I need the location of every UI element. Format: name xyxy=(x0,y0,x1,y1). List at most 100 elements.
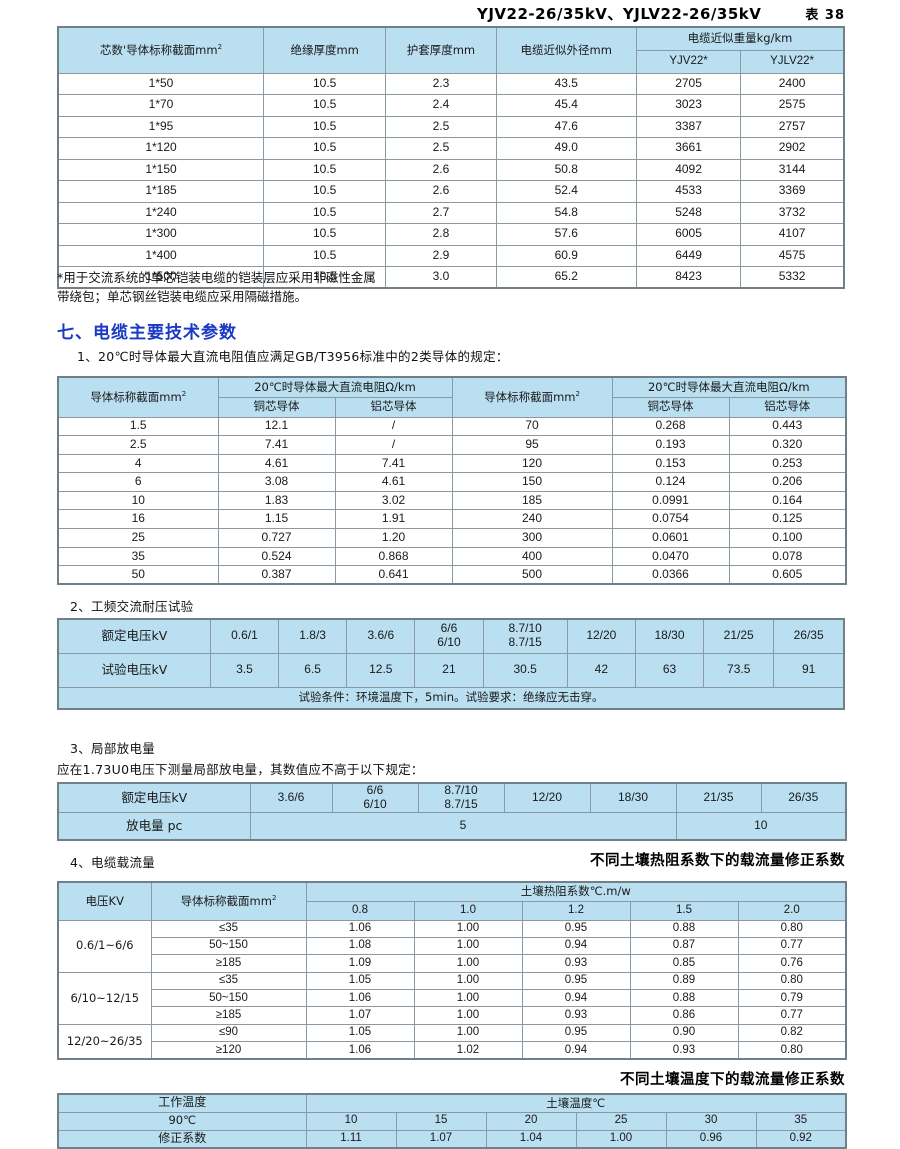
soil-spec-0-0: ≤35 xyxy=(150,919,307,938)
col-header-voltage: 电压KV xyxy=(57,881,152,921)
cable-cell-2: 2.3 xyxy=(385,72,497,95)
table-row: 0.6/1~6/6 ≤35 1.06 1.00 0.95 0.88 0.80 xyxy=(57,919,847,973)
soil-temp-2: 20 xyxy=(485,1111,577,1131)
cable-cell-5: 2575 xyxy=(740,94,845,117)
soil-factor-0-0-2: 0.95 xyxy=(521,919,631,938)
cable-cell-4: 6449 xyxy=(635,244,742,267)
soil-coefficient-1: 1.0 xyxy=(413,900,523,921)
col-header-aluminium-right: 铝芯导体 xyxy=(728,396,847,418)
pd-value-row: 放电量 pc 5 10 xyxy=(57,811,847,841)
cable-cell-1: 10.5 xyxy=(263,266,387,289)
resistance-cell-1: 7.41 xyxy=(217,435,336,455)
col-header-weight-yjv: YJV22* xyxy=(635,49,742,74)
resistance-cell-5: 0.320 xyxy=(728,435,847,455)
temp-factor-4: 0.96 xyxy=(665,1129,757,1149)
soil-factor-1-0-4: 0.80 xyxy=(737,971,847,991)
cable-cell-5: 4107 xyxy=(740,223,845,246)
soil-voltage-group-0: 0.6/1~6/6 xyxy=(57,919,152,973)
soil-factor-2-1-3: 0.93 xyxy=(629,1041,739,1060)
cable-cell-0: 1*150 xyxy=(57,158,265,181)
soil-voltage-group-2: 12/20~26/35 xyxy=(57,1023,152,1060)
soil-factor-1-2-3: 0.86 xyxy=(629,1006,739,1025)
cable-cell-3: 43.5 xyxy=(495,72,637,95)
col-header-weight-group: 电缆近似重量kg/km xyxy=(635,26,845,51)
soil-spec-2-0: ≤90 xyxy=(150,1023,307,1043)
table-row: 1*300 10.5 2.8 57.6 6005 4107 xyxy=(57,223,845,246)
resistance-cell-2: 4.61 xyxy=(334,472,453,492)
cable-cell-4: 5248 xyxy=(635,201,742,224)
section-item-4-label: 4、电缆载流量 xyxy=(70,855,156,870)
table-number: 表 38 xyxy=(805,7,845,23)
resistance-cell-3: 95 xyxy=(451,435,613,455)
table-row: 1*240 10.5 2.7 54.8 5248 3732 xyxy=(57,201,845,224)
table-row: 1*185 10.5 2.6 52.4 4533 3369 xyxy=(57,180,845,203)
temp-factor-2: 1.04 xyxy=(485,1129,577,1149)
temp-factor-1: 1.07 xyxy=(395,1129,487,1149)
resistance-cell-2: / xyxy=(334,416,453,437)
table-row: 50~150 1.08 1.00 0.94 0.87 0.77 xyxy=(58,936,847,956)
table-header-row: 导体标称截面mm2 20℃时导体最大直流电阻Ω/km 导体标称截面mm2 20℃… xyxy=(57,376,847,418)
cable-cell-2: 2.6 xyxy=(385,158,497,181)
resistance-cell-4: 0.0754 xyxy=(611,509,730,530)
pd-value-0: 5 xyxy=(249,811,677,841)
resistance-cell-5: 0.164 xyxy=(728,490,847,511)
table-header-row-2: 铜芯导体 铝芯导体 铜芯导体 铝芯导体 xyxy=(58,396,847,418)
table-header-row-2: 0.8 1.0 1.2 1.5 2.0 xyxy=(58,900,847,921)
test-voltage-0: 3.5 xyxy=(209,652,280,688)
row-label-rated-voltage: 额定电压kV xyxy=(57,618,211,654)
working-temp-value: 90℃ xyxy=(57,1111,307,1131)
soil-thermal-correction-table: 电压KV 导体标称截面mm2 土壤热阻系数℃.m/w 0.8 1.0 1.2 1.5 2… xyxy=(57,881,848,1061)
test-voltage-1: 6.5 xyxy=(278,652,348,688)
withstand-body: 额定电压kV 0.6/1 1.8/3 3.6/6 6/6 6/10 8.7/10 8.7/1… xyxy=(57,618,845,710)
cable-cell-2: 2.5 xyxy=(385,137,497,160)
col-header-sheath: 护套厚度mm xyxy=(385,26,497,74)
cable-cell-5: 3732 xyxy=(740,201,845,224)
cable-cell-0: 1*70 xyxy=(57,94,265,117)
rated-voltage-0: 0.6/1 xyxy=(209,618,280,654)
col-header-insulation: 绝缘厚度mm xyxy=(263,26,387,74)
table-row: 1*400 10.5 2.9 60.9 6449 4575 xyxy=(57,244,845,267)
row-label-pd-rated-voltage: 额定电压kV xyxy=(57,782,251,813)
resistance-cell-0: 25 xyxy=(57,528,219,548)
resistance-cell-0: 4 xyxy=(57,453,219,474)
resistance-cell-1: 3.08 xyxy=(217,472,336,492)
table-row: 1*500 10.5 3.0 65.2 8423 5332 xyxy=(57,266,845,289)
cable-cell-4: 4092 xyxy=(635,158,742,181)
cable-cell-4: 2705 xyxy=(635,72,742,95)
soil-factor-0-0-1: 1.00 xyxy=(413,919,523,938)
cable-cell-1: 10.5 xyxy=(263,180,387,203)
temp-factor-3: 1.00 xyxy=(575,1129,667,1149)
resistance-cell-5: 0.100 xyxy=(728,528,847,548)
soil-factor-0-1-3: 0.87 xyxy=(629,936,739,956)
cable-cell-5: 2400 xyxy=(740,72,845,95)
cable-cell-0: 1*300 xyxy=(57,223,265,246)
soil-factor-2-1-4: 0.80 xyxy=(737,1041,847,1060)
cable-cell-2: 2.5 xyxy=(385,115,497,138)
cable-cell-1: 10.5 xyxy=(263,223,387,246)
soil-factor-2-0-2: 0.95 xyxy=(521,1023,631,1043)
row-label-working-temp: 工作温度 xyxy=(57,1093,307,1113)
resistance-cell-1: 0.727 xyxy=(217,528,336,548)
superscript-2: 2 xyxy=(271,894,277,903)
table-row: 10 1.83 3.02 185 0.0991 0.164 xyxy=(57,490,847,511)
soil-temp-5: 35 xyxy=(755,1111,847,1131)
resistance-cell-5: 0.206 xyxy=(728,472,847,492)
cable-cell-3: 49.0 xyxy=(495,137,637,160)
cable-table-note: *用于交流系统的单芯铠装电缆的铠装层应采用非磁性金属 带绕包；单芯钢丝铠装电缆应… xyxy=(57,268,657,307)
resistance-cell-2: 0.641 xyxy=(334,565,453,585)
table-row: 1*150 10.5 2.6 50.8 4092 3144 xyxy=(57,158,845,181)
soil-spec-2-1: ≥120 xyxy=(150,1041,307,1060)
soil-factor-2-1-1: 1.02 xyxy=(413,1041,523,1060)
col-header-resistance-left: 20℃时导体最大直流电阻Ω/km xyxy=(217,376,453,398)
table-row: 6 3.08 4.61 150 0.124 0.206 xyxy=(57,472,847,492)
cable-cell-0: 1*500 xyxy=(57,266,265,289)
resistance-cell-0: 50 xyxy=(57,565,219,585)
soil-temp-1: 15 xyxy=(395,1111,487,1131)
resistance-cell-3: 150 xyxy=(451,472,613,492)
soil-factor-0-0-4: 0.80 xyxy=(737,919,847,938)
table-row: 35 0.524 0.868 400 0.0470 0.078 xyxy=(57,546,847,567)
soil-spec-1-1: 50~150 xyxy=(150,989,307,1008)
soil-factor-0-1-4: 0.77 xyxy=(737,936,847,956)
soil-factor-1-1-0: 1.06 xyxy=(305,989,415,1008)
soil-factor-1-2-0: 1.07 xyxy=(305,1006,415,1025)
